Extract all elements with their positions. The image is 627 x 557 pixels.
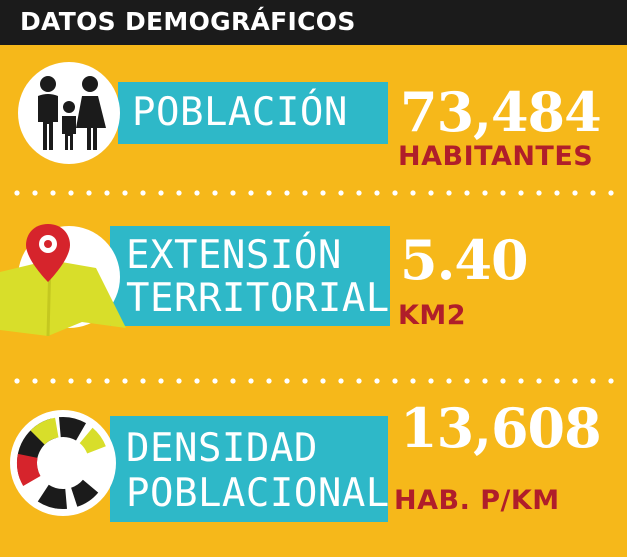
label-line: EXTENSIÓN: [126, 233, 342, 278]
value-poblacion: 73,484: [400, 80, 602, 144]
density-donut-icon: [16, 417, 109, 509]
family-icon-circle: [18, 62, 120, 164]
family-icon: [38, 76, 106, 150]
label-line: TERRITORIAL: [126, 276, 390, 321]
value-extension: 5.40: [400, 228, 529, 292]
label-densidad: DENSIDAD POBLACIONAL: [110, 416, 390, 522]
dotted-divider: [8, 378, 620, 384]
label-extension: EXTENSIÓN TERRITORIAL: [110, 226, 390, 326]
page-title: DATOS DEMOGRÁFICOS: [20, 7, 356, 36]
unit-extension: KM2: [398, 300, 467, 331]
label-line: POBLACIONAL: [126, 471, 390, 516]
unit-densidad: HAB. P/KM: [394, 485, 560, 516]
density-icon-circle: [10, 410, 116, 516]
map-pin-icon: [0, 224, 126, 337]
value-densidad: 13,608: [400, 396, 602, 460]
header-bar: DATOS DEMOGRÁFICOS: [0, 0, 627, 45]
unit-poblacion: HABITANTES: [398, 141, 594, 172]
label-line: POBLACIÓN: [132, 90, 348, 135]
dotted-divider: [8, 190, 620, 196]
label-line: DENSIDAD: [126, 426, 318, 471]
label-poblacion: POBLACIÓN: [118, 82, 388, 144]
